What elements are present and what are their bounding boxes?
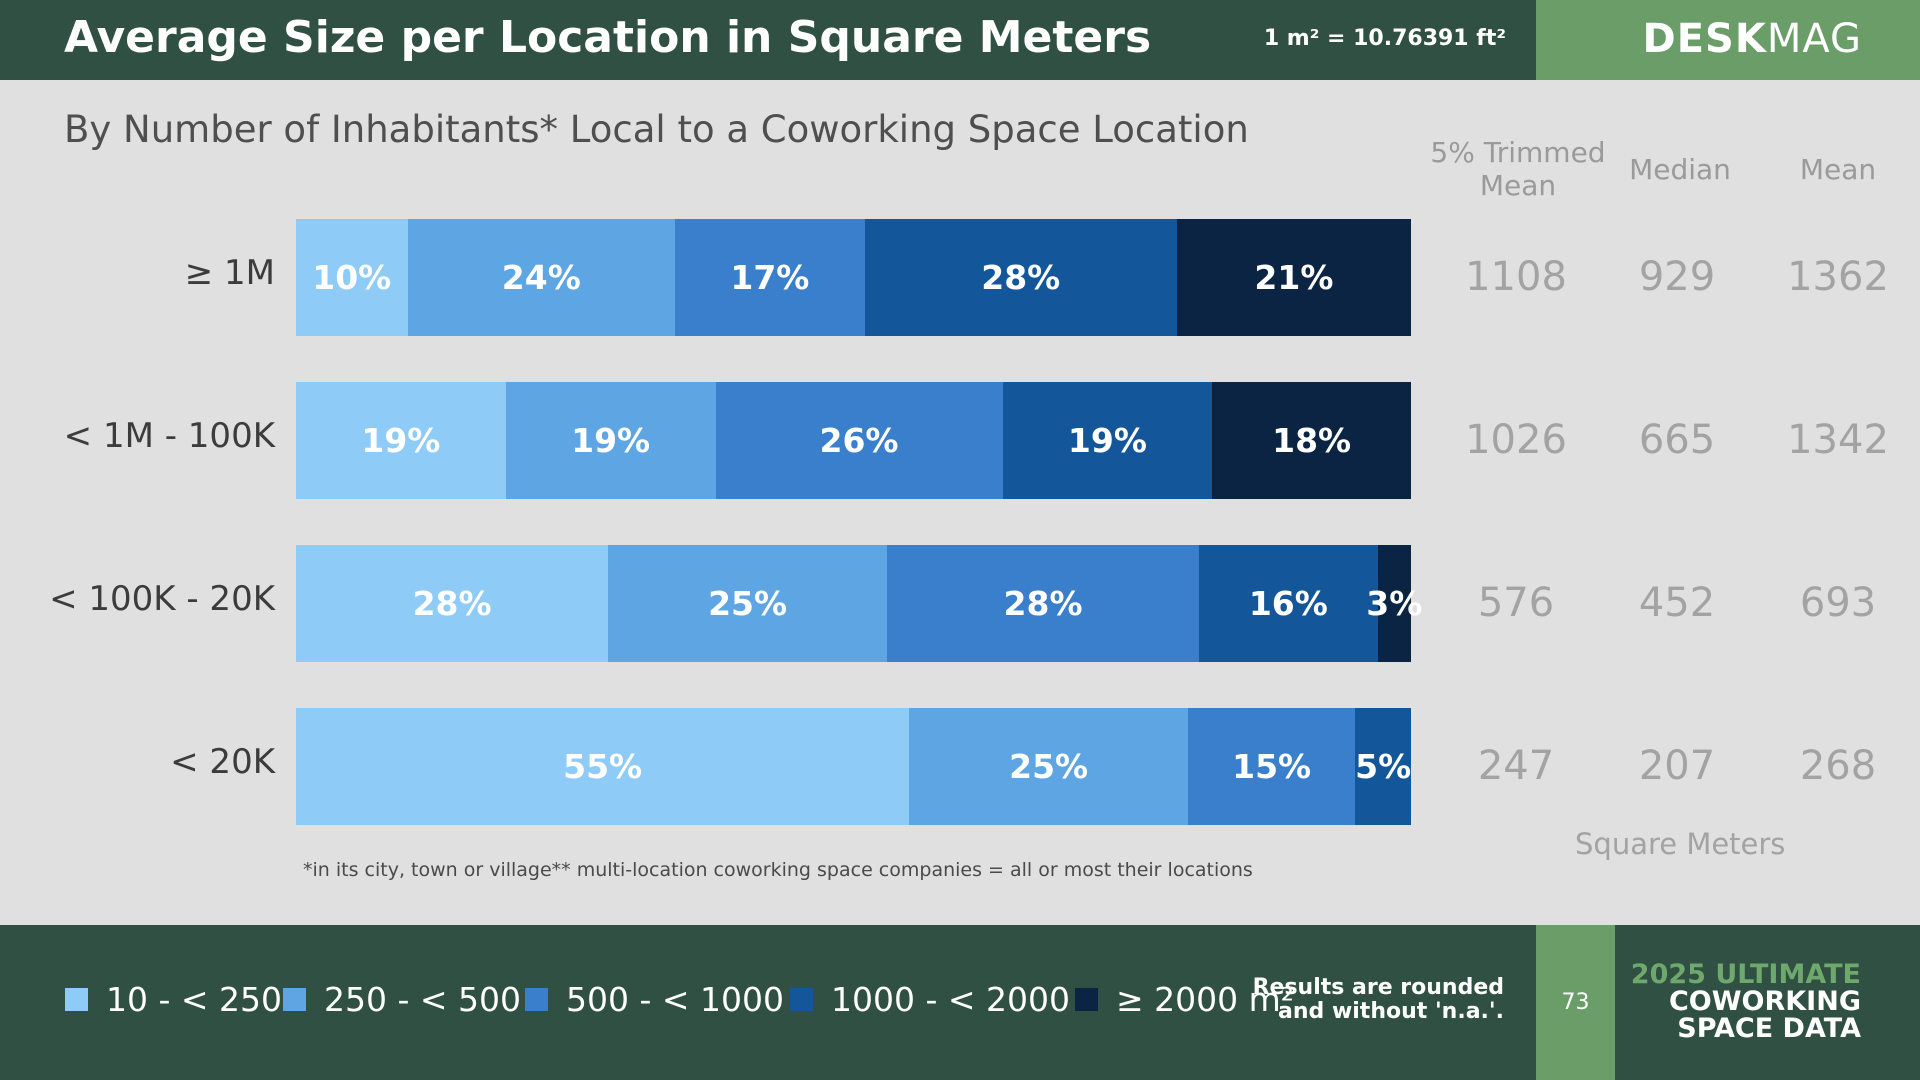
stacked-bar: 19% 19% 26% 19% 18% (296, 382, 1411, 499)
legend-item: 250 - < 500 (283, 980, 521, 1019)
legend-label: 10 - < 250 (106, 980, 283, 1019)
report-title-line1: 2025 ULTIMATE (1630, 959, 1861, 990)
data-label: 19% (571, 421, 651, 460)
data-label: 28% (412, 584, 492, 623)
stacked-bar: 28% 25% 28% 16% 3% (296, 545, 1422, 662)
stat-value-mean: 1342 (1787, 417, 1889, 463)
col-header-median: Median (1629, 153, 1731, 186)
stat-value-trimmed-mean: 576 (1477, 580, 1555, 626)
bar-segment: 10% (296, 219, 408, 336)
bar-segment: 19% (505, 382, 716, 499)
data-label: 25% (1009, 747, 1089, 786)
category-label: ≥ 1M (184, 253, 275, 293)
data-label: 17% (730, 258, 810, 297)
data-label: 15% (1232, 747, 1312, 786)
bar-segment: 55% (296, 708, 910, 825)
report-title-line2: COWORKING (1668, 986, 1861, 1017)
data-label: 19% (1067, 421, 1147, 460)
category-label: < 100K - 20K (49, 579, 275, 619)
category-label: < 20K (170, 742, 275, 782)
bar-segment: 28% (296, 545, 609, 662)
data-label: 28% (981, 258, 1061, 297)
stat-value-median: 452 (1638, 580, 1716, 626)
stat-value-trimmed-mean: 1026 (1465, 417, 1567, 463)
stat-value-mean: 1362 (1787, 254, 1889, 300)
brand-box (1536, 0, 1920, 80)
bar-segment: 25% (909, 708, 1188, 825)
data-label: 10% (312, 258, 392, 297)
brand-bold: DESK (1642, 16, 1767, 62)
stat-unit-label: Square Meters (1575, 827, 1786, 861)
rounded-note-line2: and without 'n.a.'. (1278, 999, 1504, 1024)
header-bar (0, 0, 1536, 80)
report-title: 2025 ULTIMATE COWORKING SPACE DATA (1631, 961, 1861, 1042)
legend-item: ≥ 2000 m² (1075, 980, 1294, 1019)
data-label: 16% (1248, 584, 1328, 623)
footnote: *in its city, town or village** multi-lo… (303, 859, 1253, 881)
brand-light: MAG (1766, 16, 1862, 62)
stat-value-mean: 268 (1799, 743, 1877, 789)
col-header-mean: Mean (1799, 153, 1877, 186)
chart-subtitle: By Number of Inhabitants* Local to a Cow… (64, 108, 1249, 151)
data-label: 5% (1355, 747, 1412, 786)
stacked-bar: 10% 24% 17% 28% 21% (296, 219, 1411, 336)
unit-conversion: 1 m² = 10.76391 ft² (1263, 26, 1506, 51)
data-label: 28% (1003, 584, 1083, 623)
page-title: Average Size per Location in Square Mete… (64, 12, 1152, 63)
page-number: 73 (1536, 925, 1615, 1080)
legend-swatch (790, 988, 813, 1011)
legend-swatch (283, 988, 306, 1011)
bar-segment: 5% (1355, 708, 1411, 825)
legend-item: 1000 - < 2000 (790, 980, 1070, 1019)
stat-value-median: 665 (1638, 417, 1716, 463)
bar-segment: 17% (675, 219, 865, 336)
rounded-note-line1: Results are rounded (1252, 975, 1504, 1000)
data-label: 25% (708, 584, 788, 623)
data-label: 21% (1254, 258, 1334, 297)
bar-segment: 3% (1366, 545, 1422, 662)
legend-item: 500 - < 1000 (525, 980, 784, 1019)
legend-item: 10 - < 250 (65, 980, 282, 1019)
data-label: 3% (1366, 584, 1423, 623)
bar-segment: 25% (608, 545, 887, 662)
rounded-note: Results are rounded and without 'n.a.'. (1253, 976, 1504, 1024)
legend-label: 500 - < 1000 (566, 980, 784, 1019)
legend-swatch (525, 988, 548, 1011)
stat-value-trimmed-mean: 247 (1477, 743, 1555, 789)
bar-segment: 19% (296, 382, 506, 499)
stacked-bar: 55% 25% 15% 5% (296, 708, 1411, 825)
bar-segment: 19% (1002, 382, 1213, 499)
stat-value-median: 207 (1638, 743, 1716, 789)
data-label: 26% (819, 421, 899, 460)
bar-segment: 16% (1199, 545, 1378, 662)
bar-segment: 15% (1188, 708, 1356, 825)
category-label: < 1M - 100K (63, 416, 275, 456)
bar-segment: 21% (1176, 219, 1411, 336)
legend-label: 250 - < 500 (324, 980, 522, 1019)
data-label: 18% (1272, 421, 1352, 460)
brand-logo: DESKMAG (1642, 16, 1862, 62)
legend-label: 1000 - < 2000 (831, 980, 1070, 1019)
bar-segment: 28% (886, 545, 1200, 662)
data-label: 24% (501, 258, 581, 297)
legend-label: ≥ 2000 m² (1116, 980, 1294, 1019)
col-header-trimmed-mean: 5% Trimmed Mean (1430, 136, 1606, 202)
data-label: 19% (361, 421, 441, 460)
stat-value-median: 929 (1638, 254, 1716, 300)
legend-swatch (1075, 988, 1098, 1011)
bar-segment: 28% (864, 219, 1177, 336)
legend-swatch (65, 988, 88, 1011)
stat-value-trimmed-mean: 1108 (1465, 254, 1567, 300)
bar-segment: 24% (407, 219, 676, 336)
stat-value-mean: 693 (1799, 580, 1877, 626)
bar-segment: 26% (715, 382, 1003, 499)
bar-segment: 18% (1212, 382, 1411, 499)
report-title-line3: SPACE DATA (1677, 1013, 1861, 1044)
data-label: 55% (563, 747, 643, 786)
